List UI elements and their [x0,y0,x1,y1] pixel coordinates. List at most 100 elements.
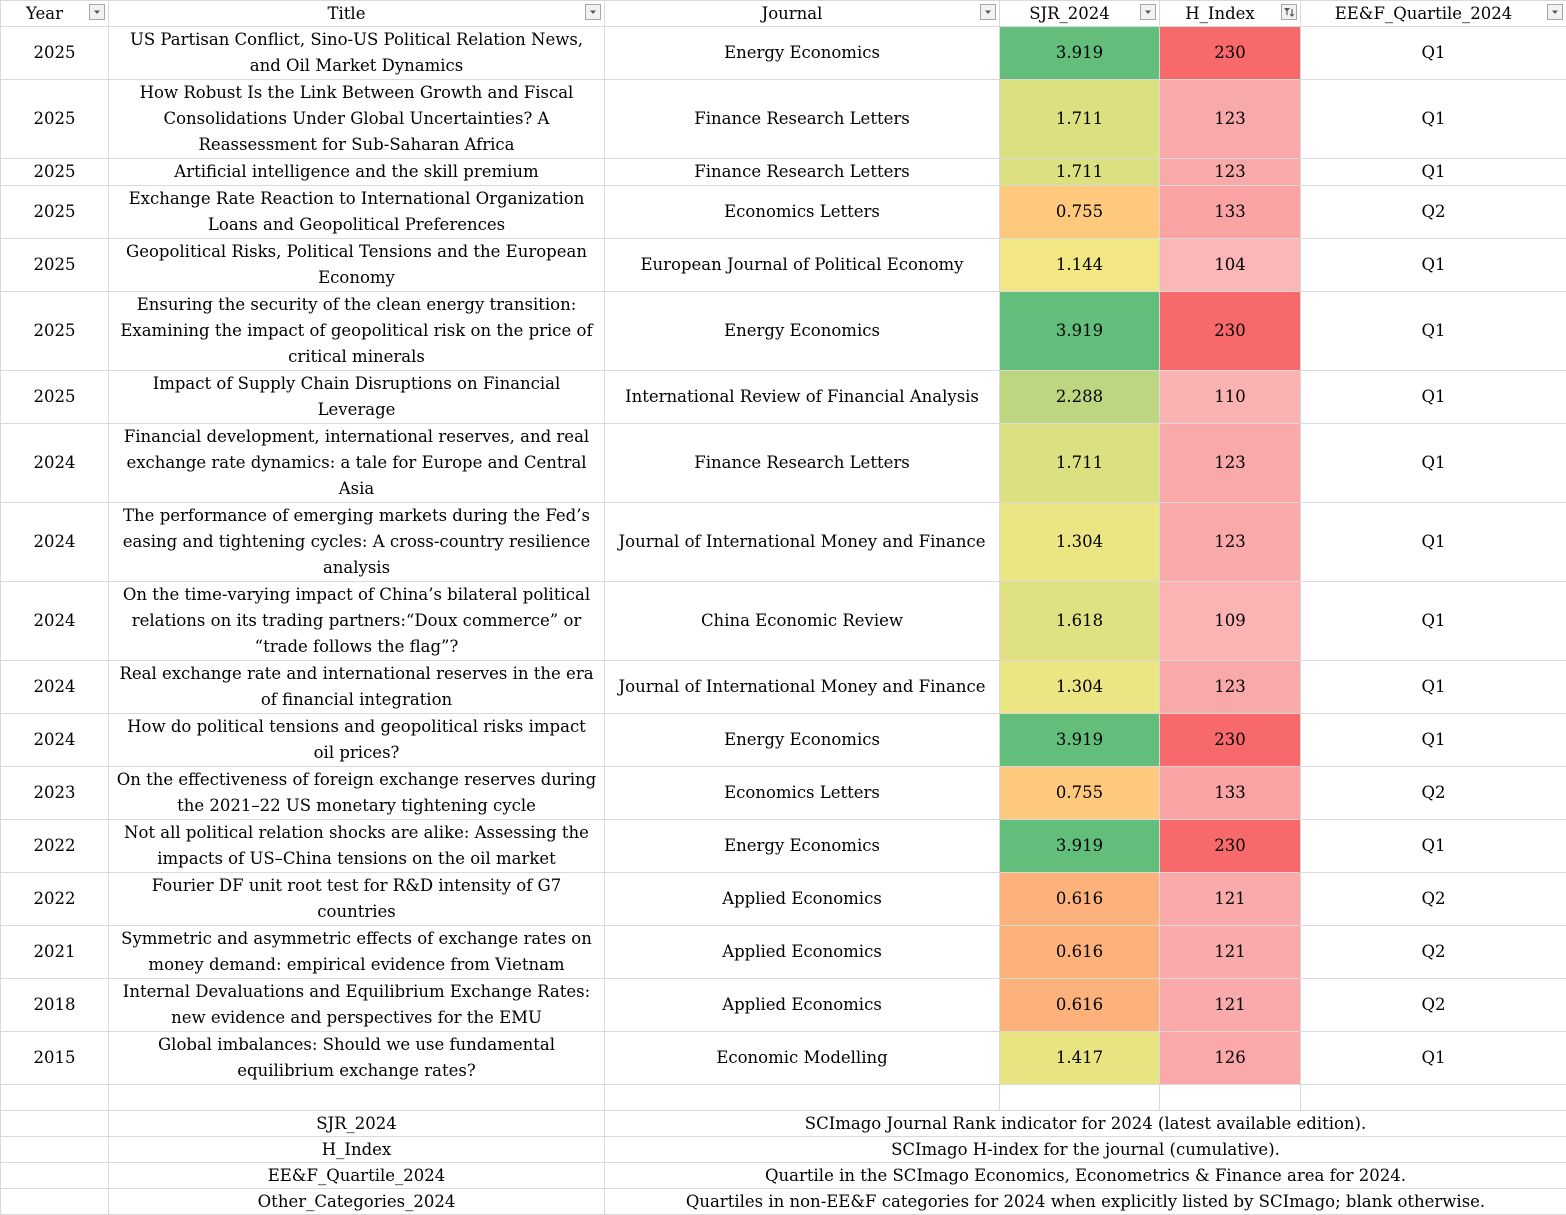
title-cell[interactable]: How Robust Is the Link Between Growth an… [109,80,605,159]
sjr-cell[interactable]: 3.919 [1000,714,1160,767]
quartile-cell[interactable]: Q1 [1301,503,1566,582]
year-cell[interactable]: 2018 [1,979,109,1032]
column-header[interactable]: Journal [605,1,1000,27]
sjr-cell[interactable]: 1.304 [1000,503,1160,582]
quartile-cell[interactable]: Q1 [1301,27,1566,80]
empty-cell[interactable] [1,1189,109,1215]
journal-cell[interactable]: Energy Economics [605,292,1000,371]
year-cell[interactable]: 2025 [1,159,109,186]
quartile-cell[interactable]: Q1 [1301,582,1566,661]
quartile-cell[interactable]: Q2 [1301,979,1566,1032]
empty-cell[interactable] [605,1085,1000,1111]
column-header[interactable]: EE&F_Quartile_2024 [1301,1,1566,27]
journal-cell[interactable]: Finance Research Letters [605,424,1000,503]
h-index-cell[interactable]: 121 [1160,873,1301,926]
quartile-cell[interactable]: Q1 [1301,820,1566,873]
h-index-cell[interactable]: 121 [1160,979,1301,1032]
journal-cell[interactable]: Journal of International Money and Finan… [605,503,1000,582]
year-cell[interactable]: 2024 [1,714,109,767]
h-index-cell[interactable]: 123 [1160,159,1301,186]
year-cell[interactable]: 2022 [1,820,109,873]
year-cell[interactable]: 2025 [1,371,109,424]
h-index-cell[interactable]: 109 [1160,582,1301,661]
year-cell[interactable]: 2025 [1,186,109,239]
title-cell[interactable]: Fourier DF unit root test for R&D intens… [109,873,605,926]
empty-cell[interactable] [1301,1085,1566,1111]
sjr-cell[interactable]: 3.919 [1000,820,1160,873]
quartile-cell[interactable]: Q2 [1301,926,1566,979]
title-cell[interactable]: Internal Devaluations and Equilibrium Ex… [109,979,605,1032]
h-index-cell[interactable]: 121 [1160,926,1301,979]
sjr-cell[interactable]: 1.304 [1000,661,1160,714]
h-index-cell[interactable]: 123 [1160,661,1301,714]
sjr-cell[interactable]: 3.919 [1000,27,1160,80]
journal-cell[interactable]: Energy Economics [605,820,1000,873]
journal-cell[interactable]: China Economic Review [605,582,1000,661]
year-cell[interactable]: 2022 [1,873,109,926]
quartile-cell[interactable]: Q1 [1301,159,1566,186]
column-header[interactable]: Title [109,1,605,27]
journal-cell[interactable]: Finance Research Letters [605,80,1000,159]
h-index-cell[interactable]: 126 [1160,1032,1301,1085]
empty-cell[interactable] [1,1085,109,1111]
sjr-cell[interactable]: 0.755 [1000,186,1160,239]
quartile-cell[interactable]: Q1 [1301,292,1566,371]
sjr-cell[interactable]: 0.616 [1000,979,1160,1032]
journal-cell[interactable]: Applied Economics [605,926,1000,979]
legend-term-cell[interactable]: Other_Categories_2024 [109,1189,605,1215]
quartile-cell[interactable]: Q1 [1301,1032,1566,1085]
year-cell[interactable]: 2015 [1,1032,109,1085]
journal-cell[interactable]: Economics Letters [605,186,1000,239]
filter-dropdown-icon[interactable] [980,4,996,20]
empty-cell[interactable] [109,1085,605,1111]
sjr-cell[interactable]: 1.711 [1000,159,1160,186]
journal-cell[interactable]: Economic Modelling [605,1032,1000,1085]
title-cell[interactable]: How do political tensions and geopolitic… [109,714,605,767]
legend-description-cell[interactable]: Quartile in the SCImago Economics, Econo… [605,1163,1566,1189]
sjr-cell[interactable]: 1.618 [1000,582,1160,661]
journal-cell[interactable]: Applied Economics [605,979,1000,1032]
title-cell[interactable]: Ensuring the security of the clean energ… [109,292,605,371]
quartile-cell[interactable]: Q2 [1301,767,1566,820]
empty-cell[interactable] [1160,1085,1301,1111]
journal-cell[interactable]: Energy Economics [605,27,1000,80]
year-cell[interactable]: 2024 [1,503,109,582]
journal-cell[interactable]: Finance Research Letters [605,159,1000,186]
quartile-cell[interactable]: Q1 [1301,661,1566,714]
year-cell[interactable]: 2021 [1,926,109,979]
legend-description-cell[interactable]: SCImago H-index for the journal (cumulat… [605,1137,1566,1163]
h-index-cell[interactable]: 230 [1160,27,1301,80]
sjr-cell[interactable]: 1.417 [1000,1032,1160,1085]
journal-cell[interactable]: European Journal of Political Economy [605,239,1000,292]
h-index-cell[interactable]: 230 [1160,714,1301,767]
filter-dropdown-icon[interactable] [89,4,105,20]
legend-term-cell[interactable]: H_Index [109,1137,605,1163]
legend-term-cell[interactable]: EE&F_Quartile_2024 [109,1163,605,1189]
quartile-cell[interactable]: Q1 [1301,80,1566,159]
h-index-cell[interactable]: 123 [1160,424,1301,503]
title-cell[interactable]: Not all political relation shocks are al… [109,820,605,873]
empty-cell[interactable] [1000,1085,1160,1111]
title-cell[interactable]: Artificial intelligence and the skill pr… [109,159,605,186]
title-cell[interactable]: US Partisan Conflict, Sino-US Political … [109,27,605,80]
quartile-cell[interactable]: Q1 [1301,239,1566,292]
sjr-cell[interactable]: 0.755 [1000,767,1160,820]
year-cell[interactable]: 2024 [1,582,109,661]
year-cell[interactable]: 2023 [1,767,109,820]
sjr-cell[interactable]: 2.288 [1000,371,1160,424]
title-cell[interactable]: On the time-varying impact of China’s bi… [109,582,605,661]
h-index-cell[interactable]: 123 [1160,80,1301,159]
empty-cell[interactable] [1,1163,109,1189]
quartile-cell[interactable]: Q2 [1301,186,1566,239]
title-cell[interactable]: Geopolitical Risks, Political Tensions a… [109,239,605,292]
title-cell[interactable]: Financial development, international res… [109,424,605,503]
title-cell[interactable]: On the effectiveness of foreign exchange… [109,767,605,820]
h-index-cell[interactable]: 110 [1160,371,1301,424]
empty-cell[interactable] [1,1137,109,1163]
title-cell[interactable]: Impact of Supply Chain Disruptions on Fi… [109,371,605,424]
column-header[interactable]: SJR_2024 [1000,1,1160,27]
title-cell[interactable]: Exchange Rate Reaction to International … [109,186,605,239]
h-index-cell[interactable]: 123 [1160,503,1301,582]
quartile-cell[interactable]: Q1 [1301,371,1566,424]
h-index-cell[interactable]: 104 [1160,239,1301,292]
